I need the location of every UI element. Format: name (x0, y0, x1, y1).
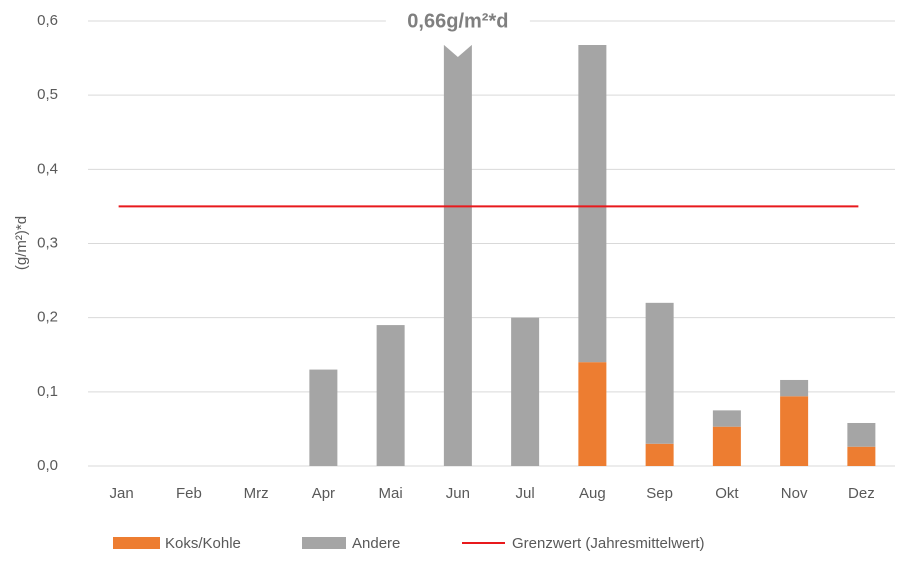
annotation: 0,66g/m²*d (407, 10, 508, 32)
bar-segment (645, 302, 674, 444)
x-tick-label: Nov (781, 485, 808, 502)
legend-swatch (302, 537, 346, 549)
x-tick-label: Jul (516, 485, 535, 502)
legend-label: Andere (352, 535, 400, 552)
x-tick-label: Mai (379, 485, 403, 502)
bars (309, 45, 876, 466)
bar-segment (847, 422, 876, 447)
bar-segment (847, 446, 876, 466)
x-tick-label: Aug (579, 485, 606, 502)
bar-segment (309, 369, 338, 466)
bar-segment (645, 443, 674, 466)
break-notch (442, 44, 473, 57)
bar-segment (578, 45, 607, 363)
bar-segment (780, 379, 809, 397)
x-tick-label: Jan (110, 485, 134, 502)
x-tick-label: Jun (446, 485, 470, 502)
legend-label: Grenzwert (Jahresmittelwert) (512, 535, 705, 552)
y-tick-label: 0,5 (37, 86, 58, 103)
x-tick-label: Sep (646, 485, 673, 502)
bar-segment (712, 410, 741, 427)
x-tick-label: Feb (176, 485, 202, 502)
y-tick-label: 0,1 (37, 383, 58, 400)
legend-swatch (113, 537, 160, 549)
bar-segment (780, 396, 809, 466)
bar-segment (443, 45, 472, 466)
bar-segment (376, 325, 405, 466)
x-tick-label: Okt (715, 485, 739, 502)
bar-segment (511, 317, 540, 466)
bar-segment (578, 362, 607, 466)
y-tick-label: 0,2 (37, 309, 58, 326)
y-axis-label: (g/m²)*d (13, 216, 30, 270)
y-tick-label: 0,4 (37, 160, 58, 177)
x-tick-label: Mrz (244, 485, 269, 502)
y-tick-label: 0,3 (37, 234, 58, 251)
bar-segment (712, 426, 741, 466)
y-tick-label: 0,6 (37, 12, 58, 29)
x-tick-label: Apr (312, 485, 335, 502)
legend-label: Koks/Kohle (165, 535, 241, 552)
x-tick-label: Dez (848, 485, 875, 502)
y-tick-label: 0,0 (37, 457, 58, 474)
annotation-bg (385, 8, 530, 34)
